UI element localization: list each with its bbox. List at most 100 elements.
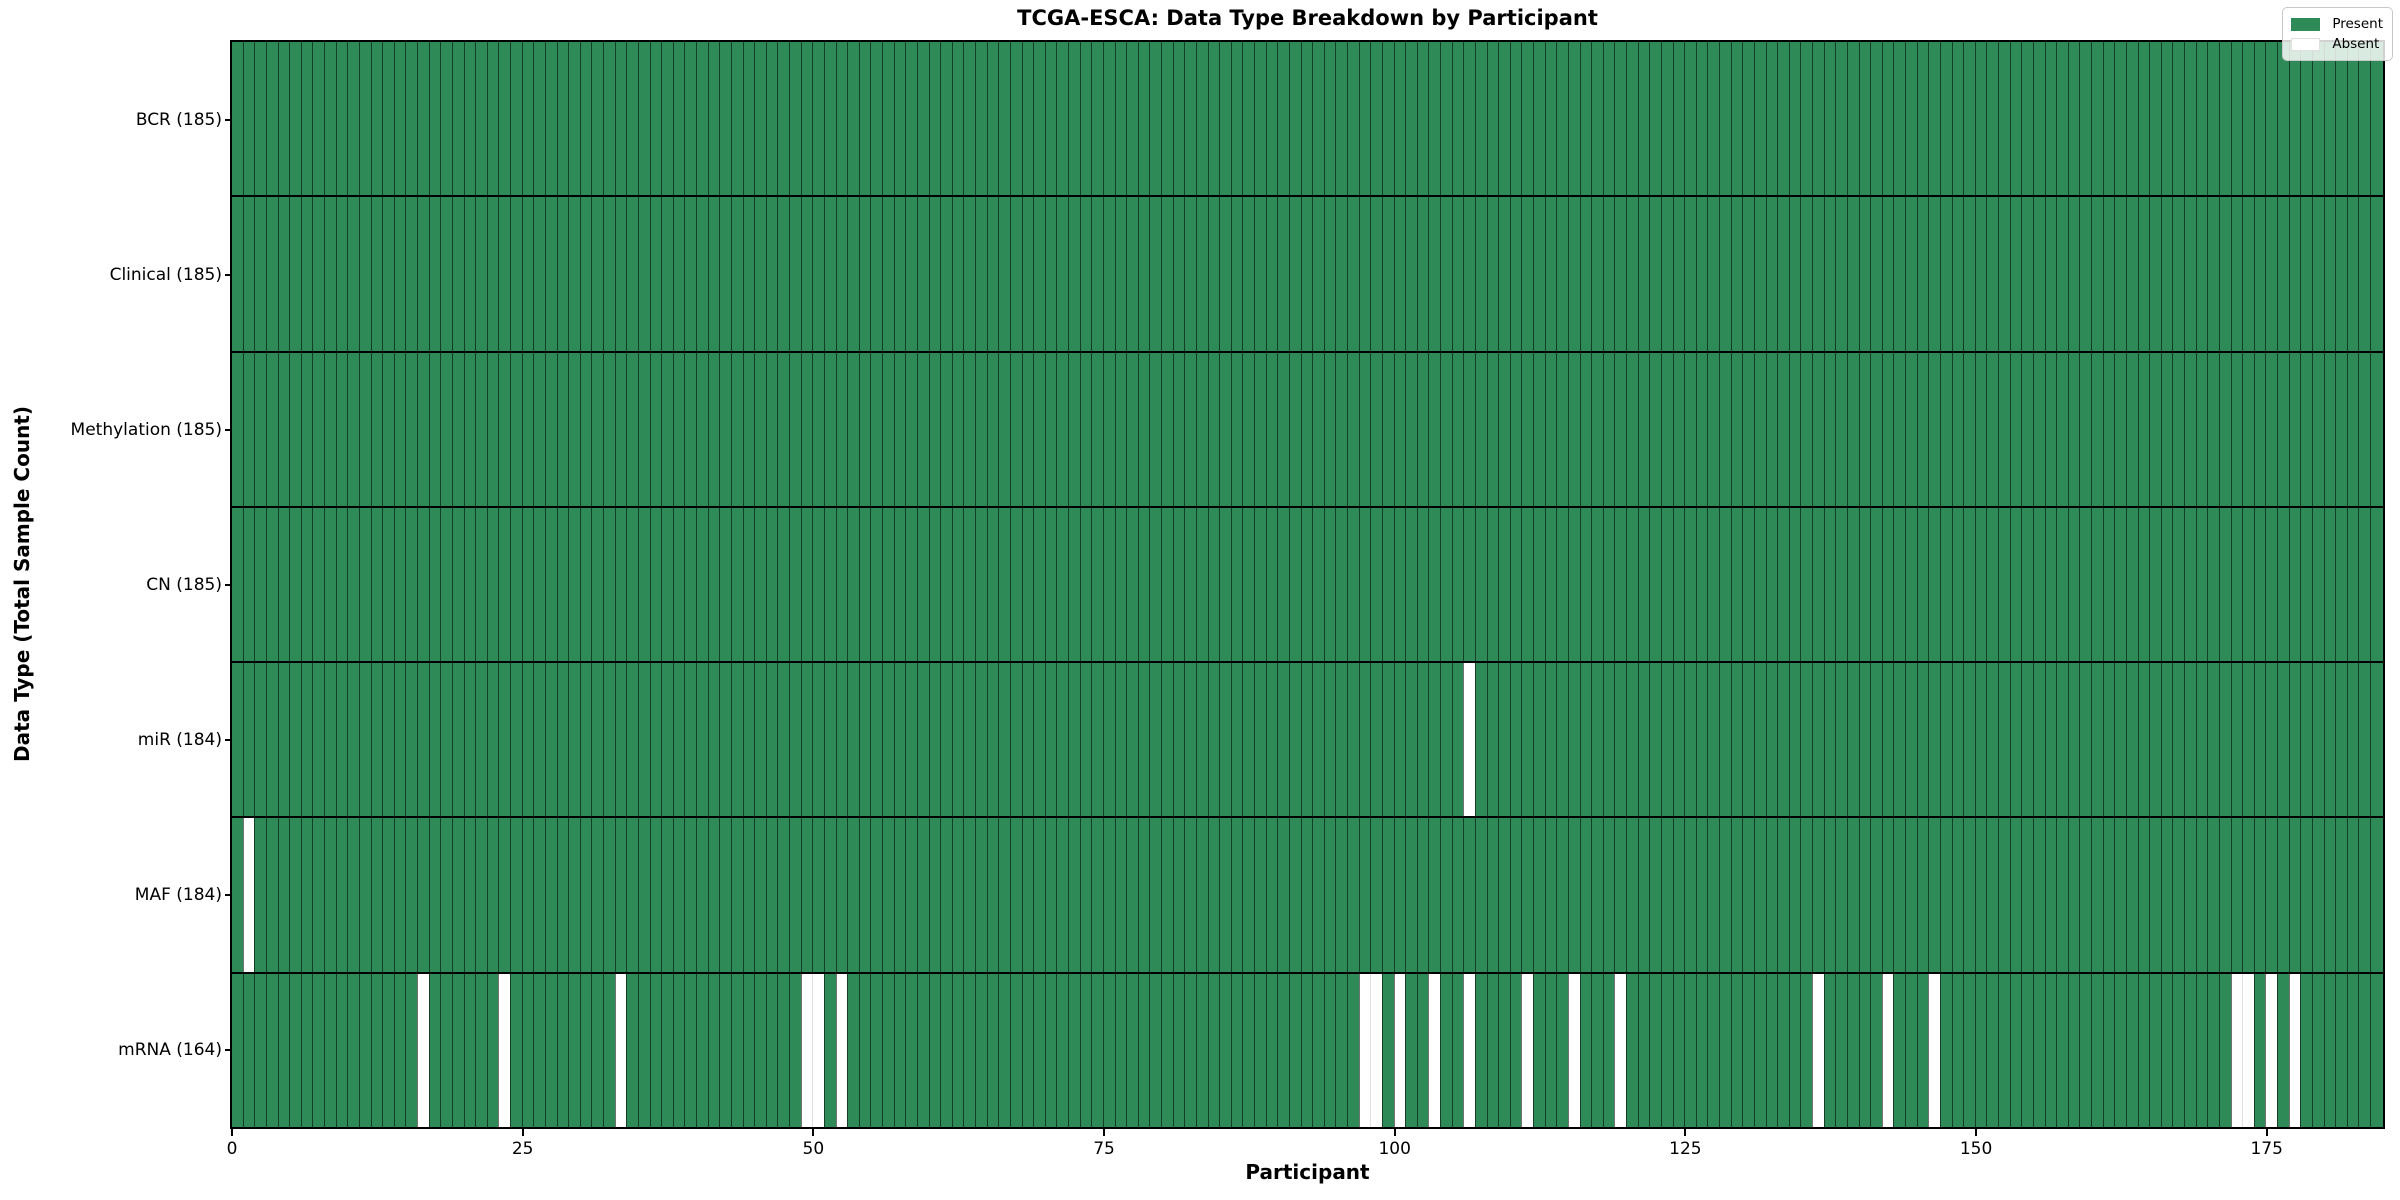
matrix-cell <box>2265 352 2277 506</box>
matrix-cell <box>2091 507 2103 662</box>
matrix-cell <box>789 42 801 196</box>
matrix-cell <box>1963 197 1975 351</box>
matrix-cell <box>1288 197 1301 351</box>
matrix-cell <box>696 42 708 196</box>
matrix-cell <box>277 663 290 817</box>
matrix-cell <box>1440 818 1452 972</box>
matrix-cell <box>800 507 813 662</box>
matrix-cell <box>1265 973 1278 1127</box>
matrix-cell <box>498 197 510 351</box>
matrix-cell <box>265 352 278 506</box>
matrix-cell <box>2288 197 2301 351</box>
matrix-cell <box>1579 352 1592 506</box>
matrix-cell <box>556 42 569 196</box>
matrix-cell <box>649 507 662 662</box>
matrix-cell <box>242 663 255 817</box>
matrix-cell <box>1730 507 1743 662</box>
matrix-cell <box>2218 973 2231 1127</box>
matrix-cell <box>1126 663 1138 817</box>
matrix-cell <box>1428 818 1440 972</box>
matrix-cell <box>382 352 394 506</box>
matrix-cell <box>1753 663 1766 817</box>
matrix-cell <box>1381 818 1394 972</box>
matrix-cell <box>1079 663 1092 817</box>
matrix-cell <box>789 507 801 662</box>
matrix-cell <box>1091 197 1103 351</box>
matrix-cell <box>1567 663 1580 817</box>
matrix-cell <box>510 507 522 662</box>
matrix-cell <box>1486 973 1499 1127</box>
matrix-cell <box>1474 663 1487 817</box>
matrix-cell <box>1254 197 1266 351</box>
matrix-cell <box>2102 507 2115 662</box>
matrix-cell <box>428 818 441 972</box>
matrix-cell <box>1730 197 1743 351</box>
matrix-cell <box>1498 818 1510 972</box>
matrix-cell <box>498 818 510 972</box>
matrix-cell <box>1509 818 1522 972</box>
matrix-cell <box>672 663 685 817</box>
matrix-cell <box>626 197 638 351</box>
matrix-cell <box>1742 507 1754 662</box>
matrix-cell <box>1242 818 1254 972</box>
matrix-cell <box>254 973 266 1127</box>
matrix-cell <box>2056 352 2068 506</box>
matrix-cell <box>986 973 999 1127</box>
matrix-cell <box>2300 818 2312 972</box>
matrix-cell <box>1370 507 1382 662</box>
matrix-cell <box>428 507 441 662</box>
matrix-cell <box>2311 507 2324 662</box>
matrix-cell <box>393 197 406 351</box>
matrix-cell <box>2358 197 2370 351</box>
matrix-cell <box>1044 507 1057 662</box>
matrix-cell <box>2323 507 2336 662</box>
matrix-cell <box>2114 197 2126 351</box>
matrix-cell <box>533 973 545 1127</box>
matrix-cell <box>1381 507 1394 662</box>
matrix-cell <box>1835 663 1847 817</box>
matrix-cell <box>1288 42 1301 196</box>
matrix-cell <box>905 42 917 196</box>
matrix-cell <box>893 507 906 662</box>
matrix-cell <box>2277 507 2289 662</box>
matrix-cell <box>1091 507 1103 662</box>
matrix-cell <box>1079 507 1092 662</box>
matrix-cell <box>1033 352 1045 506</box>
matrix-cell <box>428 663 441 817</box>
matrix-cell <box>544 197 557 351</box>
matrix-cell <box>1800 197 1812 351</box>
matrix-cell <box>1440 663 1452 817</box>
matrix-cell <box>265 818 278 972</box>
matrix-cell <box>1521 42 1533 196</box>
matrix-cell <box>719 663 731 817</box>
matrix-cell <box>2102 352 2115 506</box>
matrix-cell <box>1474 42 1487 196</box>
matrix-cell <box>1486 507 1499 662</box>
matrix-cell <box>1044 352 1057 506</box>
y-tick-mark <box>225 273 232 276</box>
matrix-cell <box>963 973 975 1127</box>
matrix-cell <box>1579 197 1592 351</box>
plot-area <box>230 40 2385 1129</box>
matrix-cell <box>2067 973 2080 1127</box>
matrix-cell <box>1858 42 1871 196</box>
matrix-cell <box>1672 352 1685 506</box>
matrix-cell <box>335 973 348 1127</box>
matrix-cell <box>2346 352 2359 506</box>
matrix-cell <box>1323 663 1336 817</box>
matrix-cell <box>1905 663 1917 817</box>
matrix-cell <box>940 663 952 817</box>
matrix-cell <box>1416 352 1429 506</box>
matrix-cell <box>1381 42 1394 196</box>
matrix-cell <box>1684 507 1696 662</box>
matrix-cell <box>1753 42 1766 196</box>
matrix-cell <box>2079 507 2091 662</box>
matrix-cell <box>1521 352 1533 506</box>
matrix-cell <box>684 197 696 351</box>
matrix-cell <box>963 352 975 506</box>
matrix-cell <box>1405 197 1417 351</box>
matrix-cell <box>2253 818 2266 972</box>
matrix-cell <box>1846 352 1859 506</box>
matrix-cell <box>765 818 778 972</box>
matrix-cell <box>1161 663 1173 817</box>
